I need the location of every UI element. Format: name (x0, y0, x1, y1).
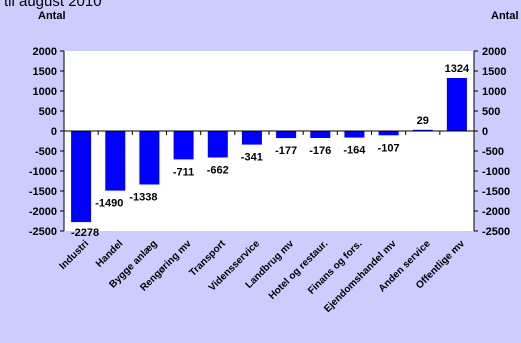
bar-6 (276, 131, 297, 139)
plot-area (64, 51, 474, 231)
x-tick-label-0: Industri (57, 238, 91, 272)
data-label-9: -107 (378, 142, 400, 154)
y-tick-label-left: -2000 (29, 206, 57, 218)
data-label-8: -164 (343, 145, 366, 157)
x-tick-label-1: Handel (94, 238, 126, 270)
data-label-1: -1490 (95, 198, 123, 210)
data-label-11: 1324 (445, 63, 470, 75)
data-label-3: -711 (173, 166, 194, 178)
y-tick-label-right: -1000 (482, 166, 510, 178)
bar-4 (207, 131, 228, 158)
y-tick-label-right: 2000 (482, 46, 506, 58)
y-tick-label-left: -1500 (29, 186, 57, 198)
chart-caption: til august 2010 (4, 0, 102, 10)
y-tick-label-right: 500 (482, 106, 500, 118)
y-tick-label-left: 1500 (33, 66, 57, 78)
y-axis-label-right: Antal (491, 10, 519, 22)
data-label-5: -341 (241, 152, 263, 164)
x-tick-label-7: Hotel og restaur. (267, 238, 331, 302)
y-tick-label-right: 1000 (482, 86, 506, 98)
y-tick-label-right: -2000 (482, 206, 510, 218)
y-tick-label-left: -500 (35, 146, 57, 158)
bar-3 (173, 131, 194, 160)
y-tick-label-left: 2000 (33, 46, 57, 58)
bar-5 (241, 131, 262, 145)
data-label-6: -177 (275, 145, 297, 157)
y-tick-label-right: -1500 (482, 186, 510, 198)
y-tick-label-right: 0 (482, 126, 488, 138)
data-label-0: -2278 (71, 227, 99, 239)
bar-8 (344, 131, 365, 138)
bar-1 (105, 131, 126, 191)
bar-2 (139, 131, 160, 185)
y-tick-label-left: -1000 (29, 166, 57, 178)
bar-11 (446, 78, 467, 131)
bar-7 (310, 131, 331, 138)
bar-9 (378, 131, 399, 136)
data-label-2: -1338 (129, 192, 157, 204)
y-tick-label-left: 0 (51, 126, 57, 138)
y-tick-label-right: -2500 (482, 226, 510, 238)
y-tick-label-right: -500 (482, 146, 504, 158)
y-tick-label-right: 1500 (482, 66, 506, 78)
y-tick-label-left: 500 (39, 106, 57, 118)
data-label-7: -176 (309, 145, 331, 157)
y-tick-label-left: 1000 (33, 86, 57, 98)
bar-10 (412, 129, 433, 131)
bar-0 (71, 131, 92, 223)
data-label-4: -662 (207, 164, 229, 176)
y-tick-label-left: -2500 (29, 226, 57, 238)
y-axis-label-left: Antal (38, 10, 66, 22)
data-label-10: 29 (417, 115, 429, 127)
